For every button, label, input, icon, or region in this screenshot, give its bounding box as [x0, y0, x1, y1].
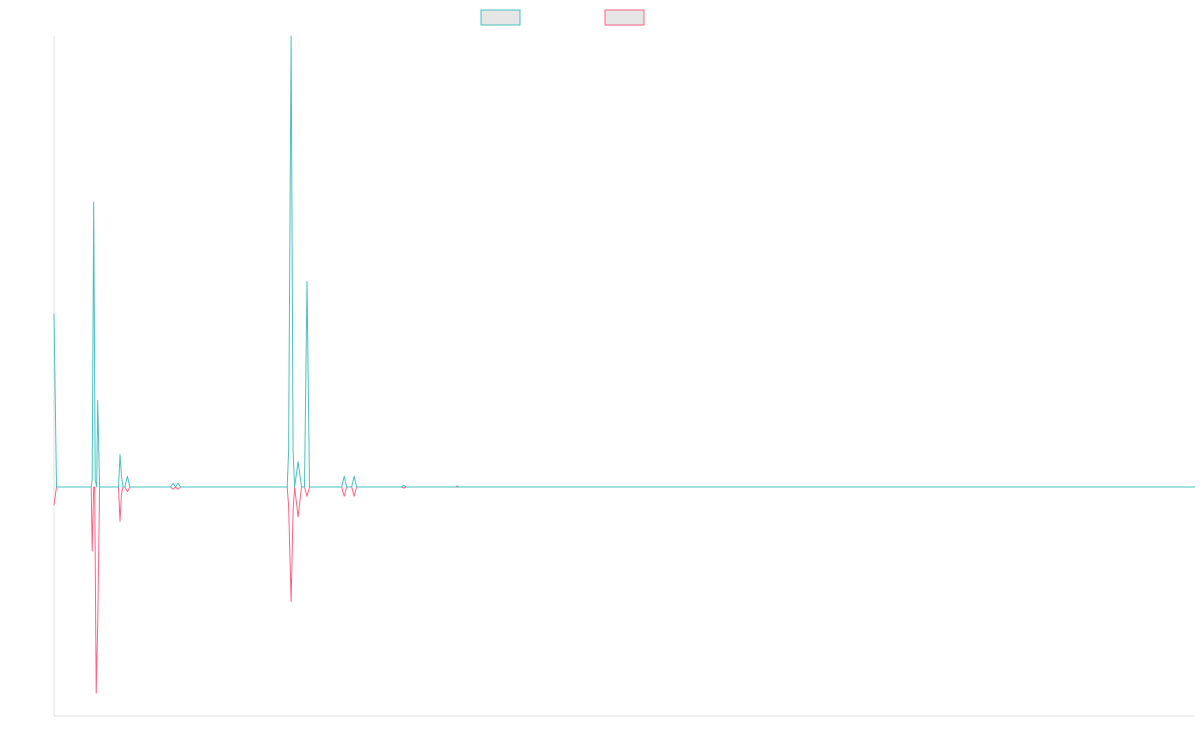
legend-swatch-1[interactable]: [480, 9, 521, 26]
series-line-1: [53, 35, 1195, 488]
legend-swatch-2[interactable]: [604, 9, 645, 26]
series-group: [53, 35, 1195, 694]
chart-legend: [480, 9, 645, 26]
series-line-2: [53, 486, 1195, 694]
